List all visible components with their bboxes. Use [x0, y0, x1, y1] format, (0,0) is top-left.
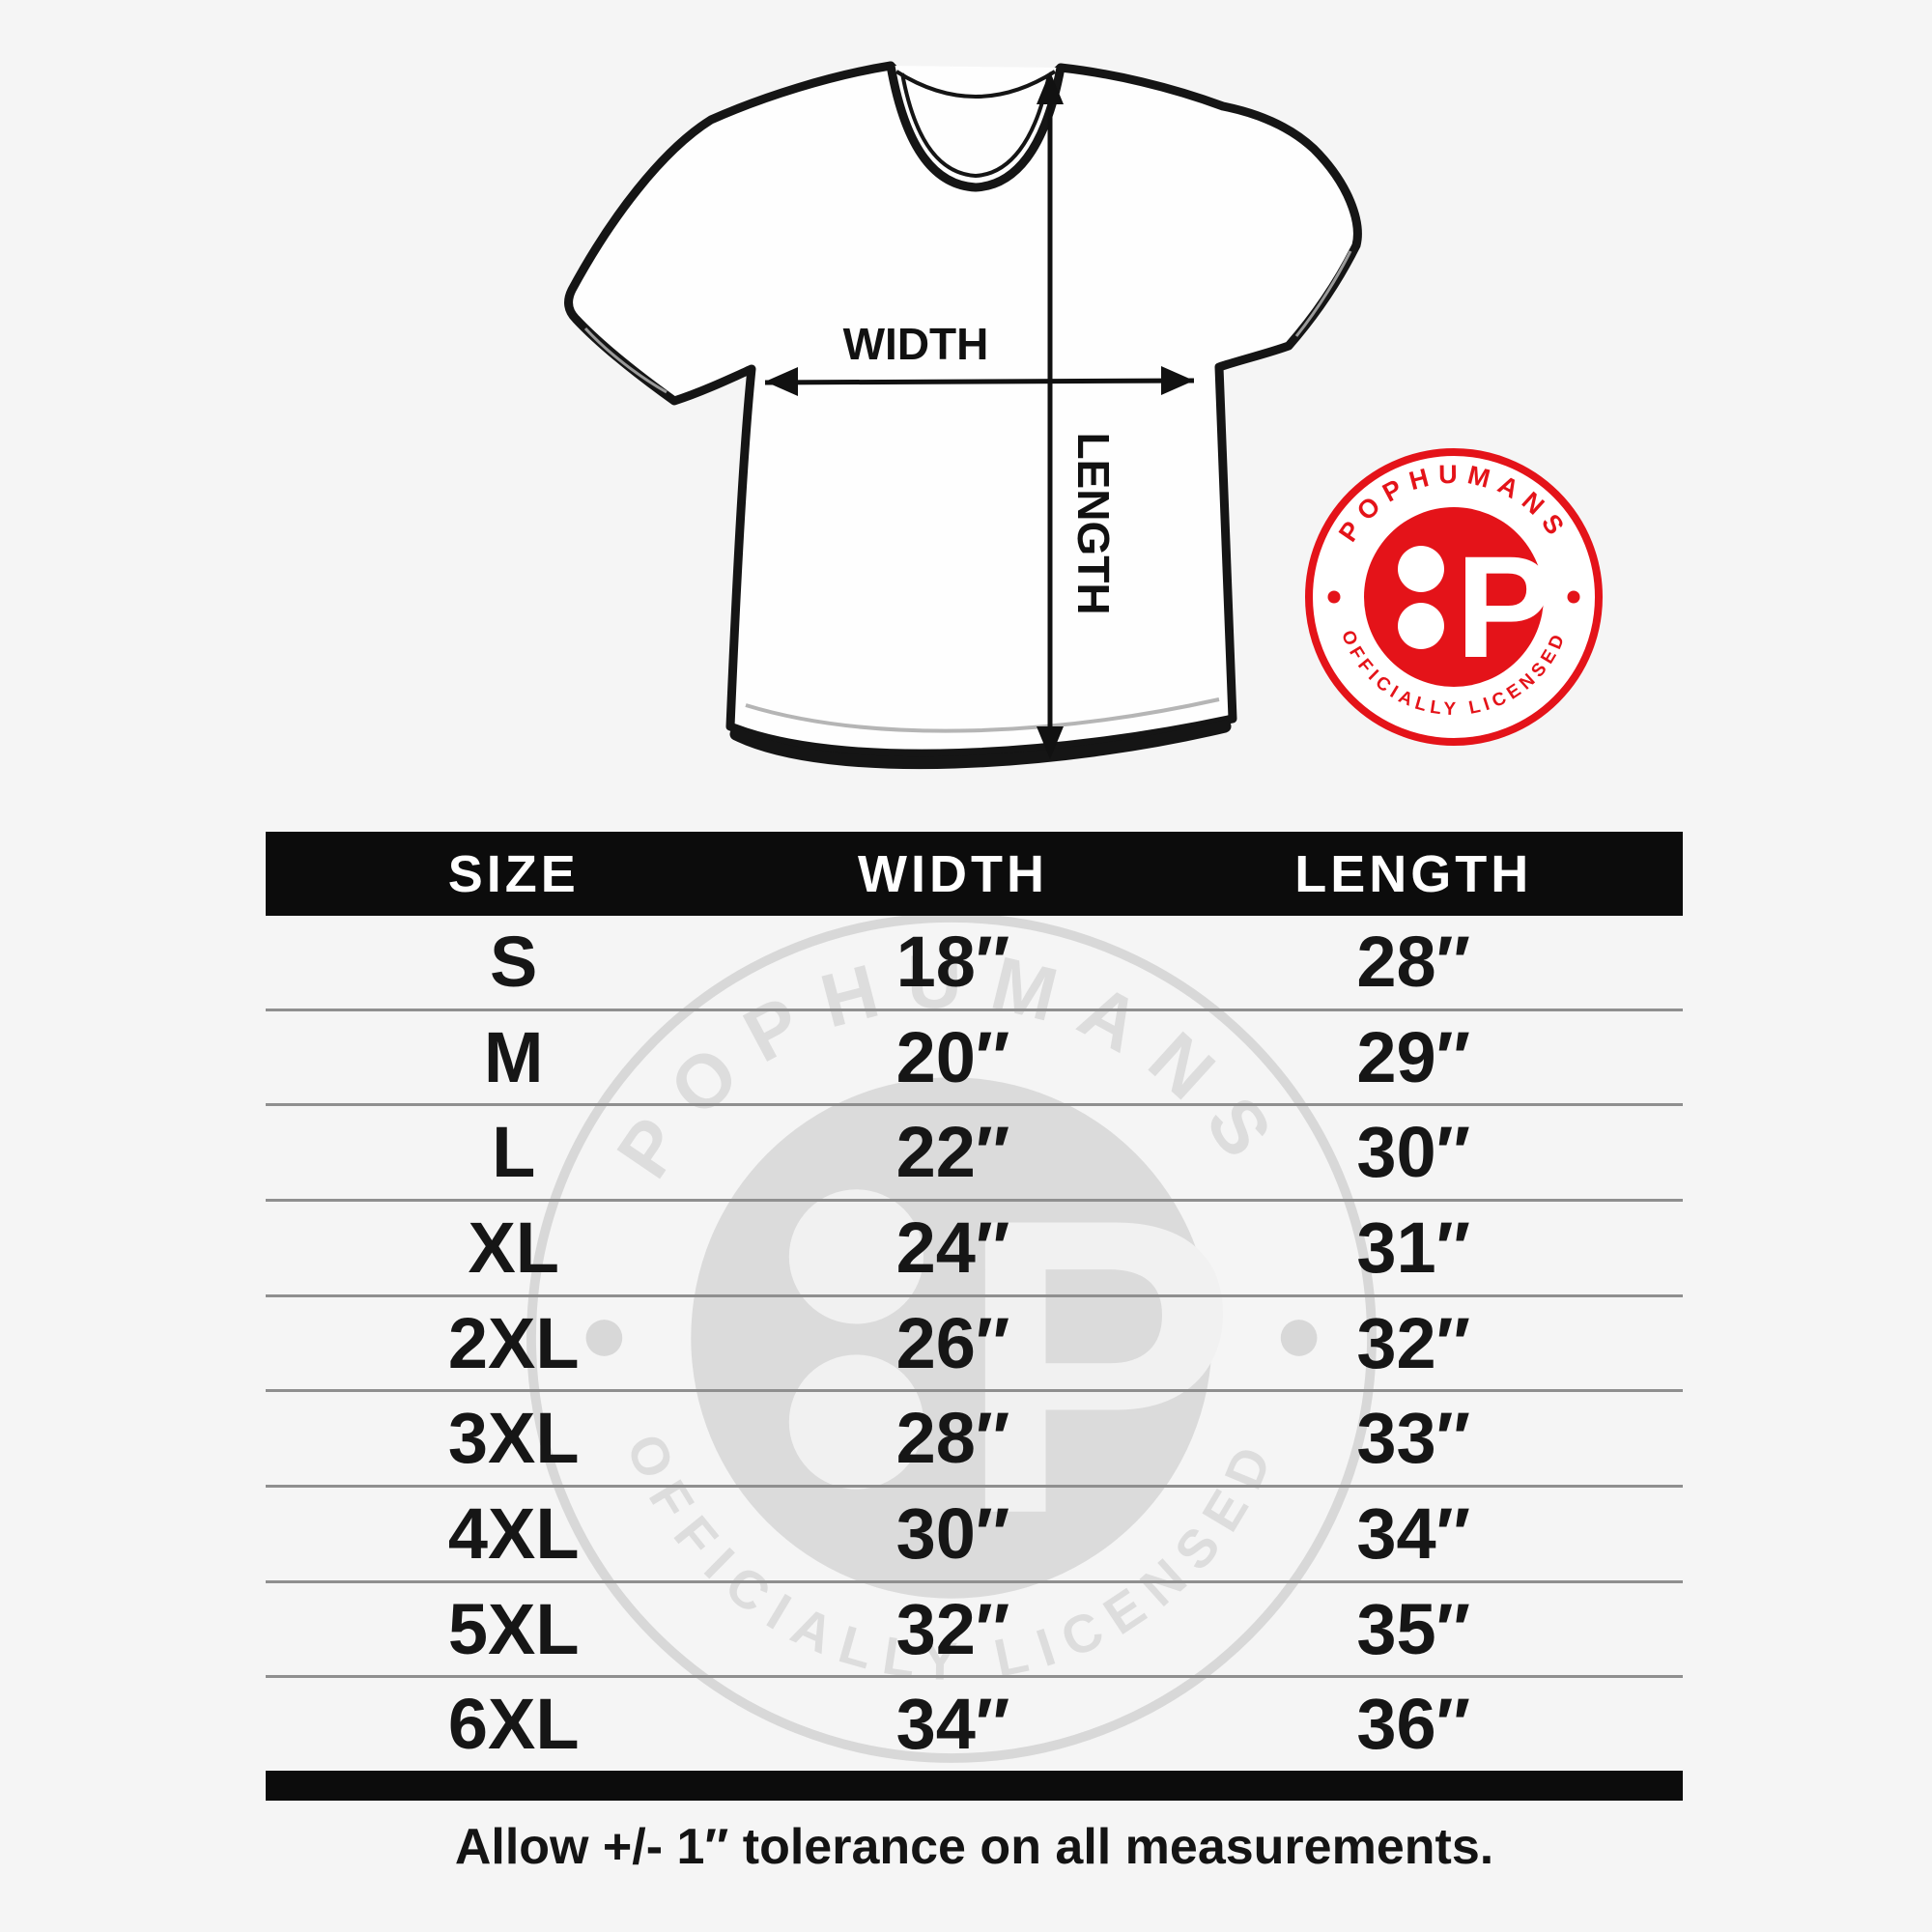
- length-cell: 33″: [1356, 1398, 1471, 1479]
- header-cell-width: WIDTH: [858, 844, 1048, 903]
- watermark-left-dot-icon: [585, 1320, 623, 1356]
- table-row: 3XL 28″ 33″: [266, 1389, 1683, 1485]
- tshirt-diagram: WIDTH LENGTH: [564, 61, 1362, 770]
- right-cuff-stitch: [1294, 250, 1352, 337]
- length-cell: 29″: [1356, 1016, 1471, 1097]
- size-cell: 5XL: [447, 1588, 580, 1669]
- table-row: XL 24″ 31″: [266, 1199, 1683, 1294]
- length-cell: 36″: [1356, 1684, 1471, 1765]
- badge-monogram: P: [1456, 526, 1552, 688]
- hem-fold: [729, 720, 1232, 770]
- tshirt-outline: [564, 61, 1362, 758]
- width-cell: 30″: [895, 1492, 1010, 1574]
- width-arrow: [764, 366, 1195, 396]
- size-cell: 4XL: [447, 1492, 580, 1574]
- collar-outline: [886, 61, 1065, 192]
- length-label: LENGTH: [1068, 432, 1119, 614]
- collar-rib-line: [900, 72, 1051, 179]
- badge-right-dot-icon: [1567, 590, 1580, 604]
- table-bottom-bar: [266, 1771, 1683, 1801]
- left-cuff-stitch: [583, 327, 668, 394]
- table-row: 2XL 26″ 32″: [266, 1293, 1683, 1390]
- width-cell: 32″: [895, 1588, 1010, 1669]
- length-cell: 28″: [1356, 921, 1471, 1002]
- width-cell: 24″: [895, 1207, 1010, 1288]
- tolerance-note: Allow +/- 1″ tolerance on all measuremen…: [454, 1819, 1494, 1875]
- length-cell: 32″: [1356, 1302, 1471, 1383]
- table-row: 4XL 30″ 34″: [266, 1485, 1683, 1580]
- collar-back-line: [895, 70, 1057, 99]
- table-row: L 22″ 30″: [266, 1103, 1683, 1199]
- header-cell-length: LENGTH: [1294, 844, 1533, 903]
- watermark-colon-dot-top: [788, 1189, 923, 1324]
- size-cell: XL: [468, 1207, 559, 1288]
- length-cell: 35″: [1356, 1588, 1471, 1669]
- size-cell: 2XL: [447, 1302, 580, 1383]
- hem-stitch: [745, 697, 1220, 733]
- width-label: WIDTH: [843, 319, 989, 369]
- size-table: SIZE WIDTH LENGTH S 18″ 28″ M 20″ 29″ L …: [266, 832, 1683, 1801]
- length-arrow: [1037, 71, 1064, 759]
- table-row: 5XL 32″ 35″: [266, 1579, 1683, 1676]
- watermark-ring: [526, 913, 1377, 1763]
- width-cell: 18″: [895, 921, 1010, 1002]
- table-row: 6XL 34″ 36″: [266, 1675, 1683, 1771]
- table-row: M 20″ 29″: [266, 1008, 1683, 1104]
- size-cell: 3XL: [447, 1398, 580, 1479]
- watermark-colon-dot-bottom: [788, 1354, 923, 1490]
- size-table-body: S 18″ 28″ M 20″ 29″ L 22″ 30″ XL 24″ 31″…: [266, 916, 1683, 1771]
- width-cell: 22″: [895, 1112, 1010, 1193]
- badge-colon-dot-top: [1398, 546, 1444, 592]
- width-cell: 28″: [895, 1398, 1010, 1479]
- size-cell: L: [492, 1112, 536, 1193]
- width-cell: 26″: [895, 1302, 1010, 1383]
- size-cell: M: [483, 1016, 544, 1097]
- badge-left-dot-icon: [1327, 590, 1341, 604]
- size-cell: S: [490, 921, 538, 1002]
- badge-colon-dot-bottom: [1398, 603, 1444, 649]
- pophumans-watermark: P POPHUMANS OFFICIALLY LICENSED: [526, 913, 1377, 1763]
- watermark-monogram: P: [957, 1132, 1237, 1602]
- width-cell: 20″: [895, 1016, 1010, 1097]
- width-cell: 34″: [895, 1684, 1010, 1765]
- header-cell-size: SIZE: [447, 844, 580, 903]
- size-cell: 6XL: [447, 1684, 580, 1765]
- table-row: S 18″ 28″: [266, 916, 1683, 1009]
- length-cell: 30″: [1356, 1112, 1471, 1193]
- length-cell: 31″: [1356, 1207, 1471, 1288]
- pophumans-badge: P POPHUMANS OFFICIALLY LICENSED: [1305, 448, 1603, 746]
- size-table-header: SIZE WIDTH LENGTH: [266, 832, 1683, 916]
- watermark-right-dot-icon: [1280, 1320, 1318, 1356]
- length-cell: 34″: [1356, 1492, 1471, 1574]
